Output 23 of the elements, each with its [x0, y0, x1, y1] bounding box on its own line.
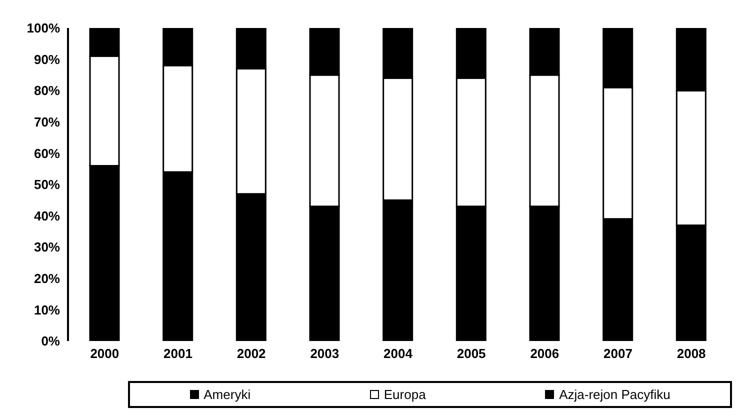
y-tick-label: 30%	[34, 240, 60, 255]
y-tick-label: 70%	[34, 114, 60, 130]
y-tick-label: 60%	[34, 146, 60, 161]
y-tick-label: 0%	[41, 334, 60, 349]
y-tick-label: 20%	[34, 271, 60, 286]
x-tick-label: 2003	[310, 346, 340, 362]
x-tick-label: 2002	[236, 346, 266, 362]
legend-label: Ameryki	[204, 387, 251, 402]
legend-label: Azja-rejon Pacyfiku	[559, 387, 670, 402]
y-tick-label: 50%	[34, 177, 60, 192]
x-tick-label: 2006	[530, 346, 560, 362]
y-tick-label: 10%	[34, 302, 60, 318]
y-tick-label: 80%	[34, 83, 60, 98]
x-tick-label: 2004	[384, 346, 414, 362]
x-tick-label: 2005	[456, 346, 486, 362]
x-tick-label: 2000	[90, 346, 120, 362]
x-tick-label: 2001	[164, 346, 192, 362]
y-tick-label: 90%	[34, 52, 60, 67]
legend-label: Europa	[384, 387, 426, 402]
x-tick-label: 2008	[676, 346, 706, 362]
y-tick-label: 100%	[26, 20, 60, 36]
y-tick-label: 40%	[34, 208, 60, 224]
x-tick-label: 2007	[604, 346, 632, 362]
